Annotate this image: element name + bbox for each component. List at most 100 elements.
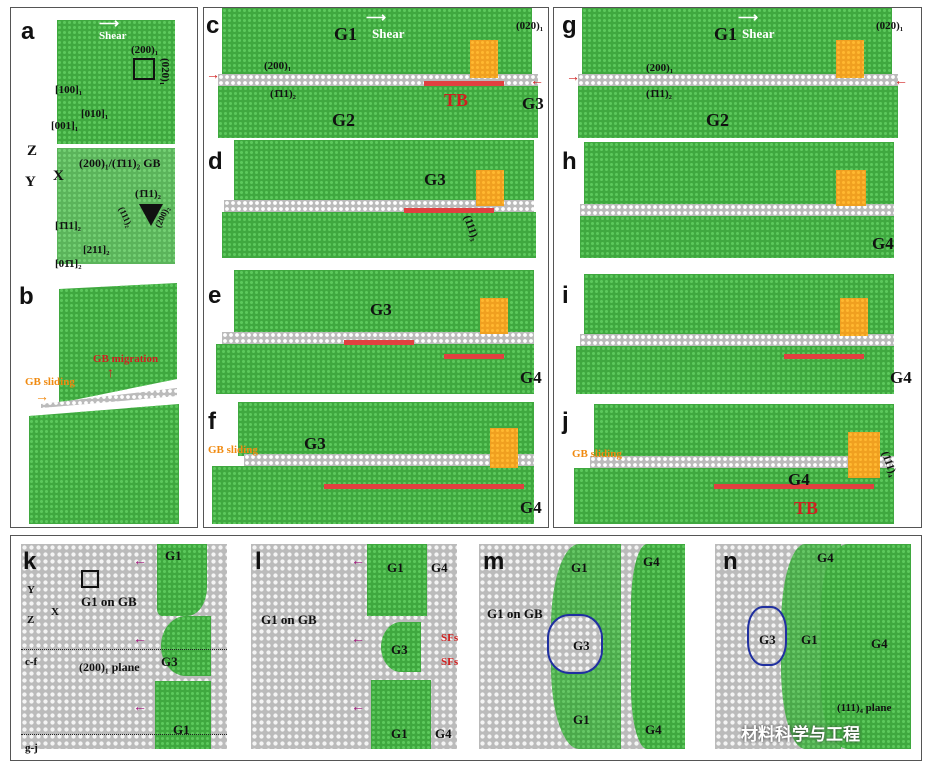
direction-label: [211]₂ (83, 244, 110, 256)
panel-box-ab: a ⟶ Shear (200)₁ (020)₁ [100]₁ [010]₁ [0… (10, 7, 198, 528)
grain-g2 (216, 344, 534, 394)
section-cf-label: c-f (25, 656, 38, 668)
g1-on-gb-label: G1 on GB (81, 594, 137, 609)
g4-label: G4 (872, 234, 894, 253)
grain-g4 (631, 544, 685, 749)
orange-grain (848, 432, 880, 478)
grain-g1 (155, 681, 211, 749)
plane-label: (200)₁ plane (79, 660, 140, 674)
g1-label: G1 (801, 632, 818, 647)
g3-label: G3 (573, 638, 590, 653)
migration-arrow: ← (351, 700, 365, 715)
watermark: 材料科学与工程 (741, 725, 860, 744)
migration-arrow: ↑ (107, 366, 114, 381)
gb-position-arrow: → (206, 68, 220, 83)
triangle-marker (139, 204, 163, 226)
g4-label: G4 (435, 726, 452, 741)
dotted-line (21, 649, 227, 650)
direction-label: [01̄1]₂ (55, 258, 82, 270)
shear-label: Shear (372, 26, 405, 41)
panel-label-l: l (255, 548, 262, 575)
g4-label: G4 (643, 554, 660, 569)
panel-label-i: i (562, 282, 569, 309)
grain-lower-b (29, 404, 179, 524)
g1-on-gb-label: G1 on GB (261, 612, 317, 627)
grain-g2 (218, 86, 538, 138)
axis-z-label: Z (27, 614, 35, 626)
g3-label: G3 (370, 300, 392, 319)
grain-boundary (590, 456, 894, 468)
g3-label: G3 (424, 170, 446, 189)
grain-g2 (580, 216, 894, 258)
g4-label: G4 (520, 498, 542, 517)
grain-g2 (212, 466, 534, 524)
twin-boundary (444, 354, 504, 359)
panel-box-cf: c G1 ⟶ Shear (200)₁ (020)₁ (1̄11)₂ TB G3… (203, 7, 549, 528)
axis-x-label: X (51, 606, 59, 618)
g4-label: G4 (788, 470, 810, 489)
gb-sliding-label: GB sliding (572, 448, 622, 460)
plane-label: (200)₁ (131, 44, 159, 56)
shear-arrow: ⟶ (738, 11, 759, 26)
g4-label: G4 (890, 368, 912, 387)
orange-grain (480, 298, 508, 334)
migration-arrow: ← (351, 632, 365, 647)
sf-label: SFs (441, 656, 459, 668)
gb-position-arrow: → (566, 70, 580, 85)
direction-label: [100]₁ (55, 84, 83, 96)
grain-g1 (367, 544, 427, 616)
grain-g3 (381, 622, 421, 672)
panel-label-m: m (483, 548, 505, 575)
grain-g2 (222, 212, 536, 258)
twin-boundary (344, 340, 414, 345)
direction-label: [001]₁ (51, 120, 79, 132)
square-marker (133, 58, 155, 80)
panel-label-n: n (723, 548, 738, 575)
g2-label: G2 (332, 110, 356, 130)
axis-y-label: Y (25, 174, 36, 190)
orange-grain (836, 170, 866, 206)
twin-boundary (404, 208, 494, 213)
grain-g2 (576, 346, 894, 394)
panel-label-g: g (562, 12, 577, 39)
twin-boundary (714, 484, 874, 489)
direction-label: [010]₁ (81, 108, 109, 120)
grain-boundary (222, 332, 534, 344)
twin-boundary (424, 81, 504, 86)
gb-sliding-label: GB sliding (208, 444, 258, 456)
panel-box-gj: g G1 ⟶ Shear (200)₁ (020)₁ (1̄11)₂ G2 → … (553, 7, 922, 528)
g4-label: G4 (871, 636, 888, 651)
grain-g2 (574, 468, 894, 524)
section-gj-label: g-j (25, 742, 38, 754)
orange-grain (490, 428, 518, 468)
tb-label: TB (444, 90, 469, 110)
g1-label: G1 (573, 712, 590, 727)
plane-label: (1̄11)₂ (646, 88, 672, 100)
gb-position-arrow: ← (894, 74, 908, 89)
panel-label-a: a (21, 18, 35, 45)
panel-label-b: b (19, 283, 34, 310)
g3-label: G3 (522, 94, 544, 113)
square-marker (81, 570, 99, 588)
migration-arrow: ← (133, 554, 147, 569)
orange-grain (470, 40, 498, 78)
plane-label: (1̄11)₂ (270, 88, 296, 100)
migration-arrow: ← (351, 554, 365, 569)
twin-boundary (784, 354, 864, 359)
grain-boundary (580, 334, 894, 346)
g1-label: G1 (571, 560, 588, 575)
g4-label: G4 (645, 722, 662, 737)
g3-label: G3 (391, 642, 408, 657)
panel-label-f: f (208, 408, 216, 435)
gb-label: (200)₁/(1̄11)₂ GB (79, 156, 161, 170)
axis-z-label: Z (27, 143, 38, 159)
g1-on-gb-label: G1 on GB (487, 606, 543, 621)
shear-label: Shear (99, 30, 127, 42)
g1-label: G1 (173, 722, 190, 737)
twin-boundary (324, 484, 524, 489)
dotted-line (21, 734, 227, 735)
gb-sliding-label: GB sliding (25, 376, 75, 388)
migration-arrow: ← (133, 700, 147, 715)
plane-label: (200)₁ (646, 62, 674, 74)
sliding-arrow: → (35, 390, 49, 405)
